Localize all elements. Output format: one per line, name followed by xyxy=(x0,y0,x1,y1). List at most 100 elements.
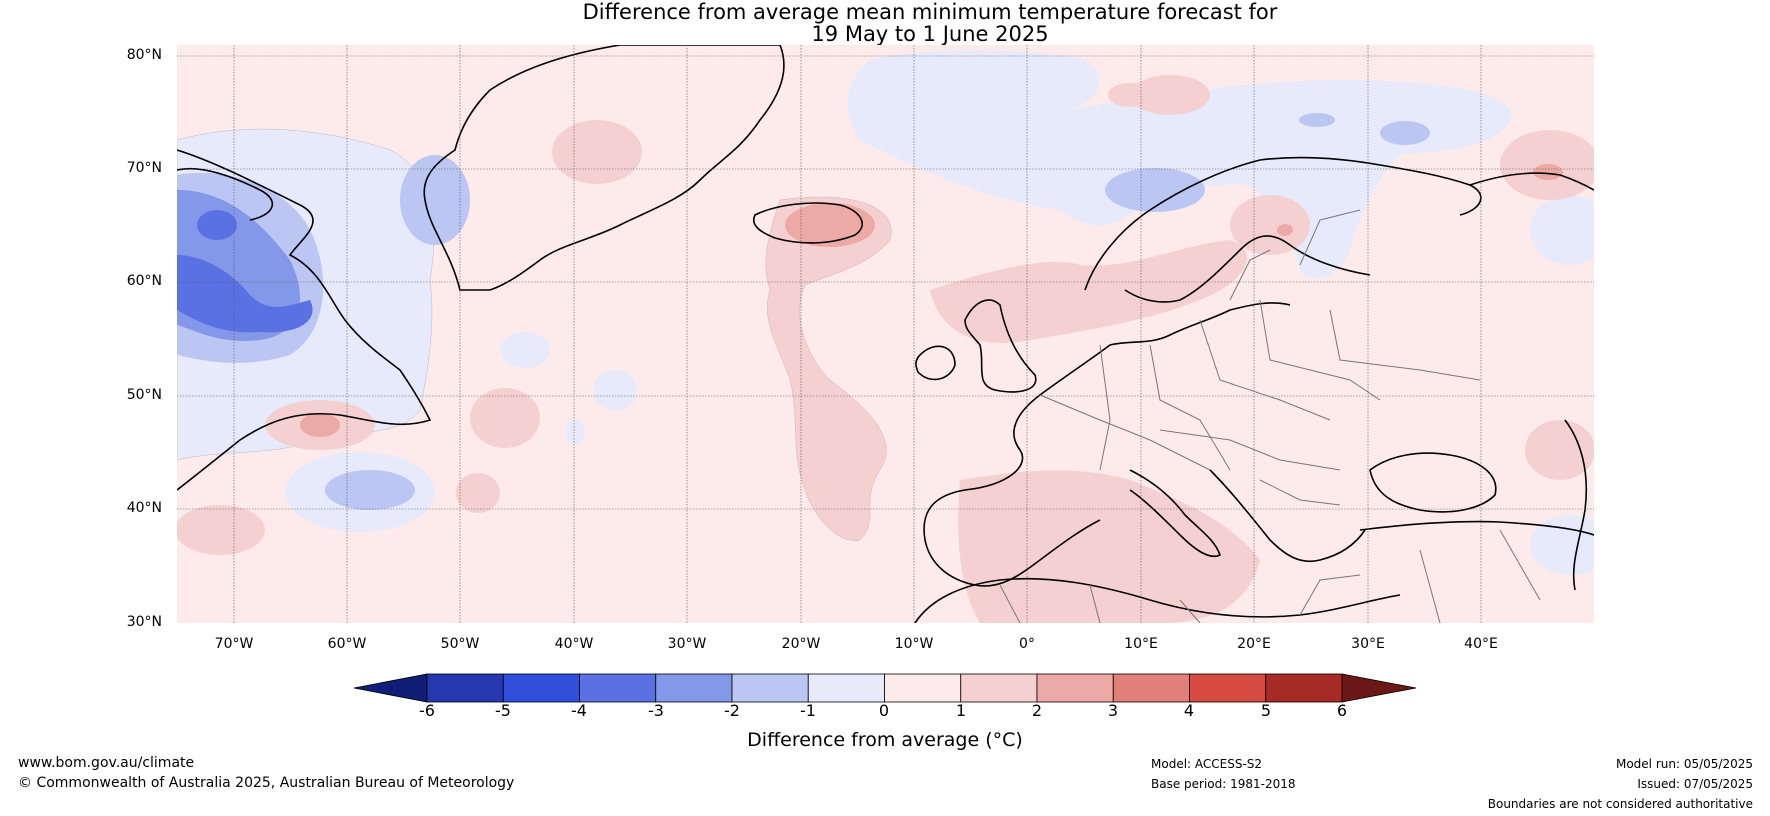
colorbar-tick-minus2: -2 xyxy=(724,701,740,720)
cool-anomaly-midatlantic-3 xyxy=(565,420,585,444)
warm-anomaly-north-atlantic xyxy=(552,120,642,184)
colorbar-tick-5: 5 xyxy=(1260,701,1272,720)
cool-anomaly-east xyxy=(1530,195,1594,265)
coastline-iceland xyxy=(753,202,863,244)
colorbar-tick-2: 2 xyxy=(1031,701,1043,720)
lon-label-10e: 10°E xyxy=(1124,636,1158,652)
colorbar-tick-6: 6 xyxy=(1336,701,1348,720)
colorbar-segment xyxy=(884,673,962,703)
colorbar-segment xyxy=(655,673,733,703)
coastline-black-sea xyxy=(1369,452,1497,513)
map-title-line-2: 19 May to 1 June 2025 xyxy=(811,22,1049,46)
cool-anomaly-baffin xyxy=(400,155,470,245)
coastline-britain xyxy=(964,299,1037,393)
cool-anomaly-barents-1 xyxy=(1380,121,1430,145)
warm-anomaly-newfoundland-core xyxy=(300,413,340,437)
map-plot-area xyxy=(177,45,1594,623)
coastline-italy xyxy=(1129,469,1221,557)
colorbar-segment xyxy=(426,673,504,703)
warm-anomaly-iceland-ridge xyxy=(765,196,892,541)
lat-label-40n: 40°N xyxy=(126,500,162,516)
coastline-balkans-greece xyxy=(1209,469,1366,562)
colorbar-extend-min xyxy=(353,673,428,703)
lat-label-80n: 80°N xyxy=(126,47,162,63)
lon-label-10w: 10°W xyxy=(894,636,934,652)
warm-anomaly-midatlantic-b xyxy=(456,473,500,513)
warm-anomaly-scandinavia xyxy=(1230,195,1310,255)
cool-anomaly-midatlantic-2 xyxy=(593,370,637,410)
colorbar-segment xyxy=(1036,673,1114,703)
lon-label-40w: 40°W xyxy=(554,636,594,652)
coastline-arctic-russia xyxy=(1469,172,1594,191)
colorbar-segment xyxy=(579,673,657,703)
warm-anomaly-europe-north xyxy=(930,240,1247,343)
colorbar-segment xyxy=(731,673,809,703)
lon-label-60w: 60°W xyxy=(327,636,367,652)
coastline-europe-west xyxy=(923,394,1101,587)
coastline-turkey xyxy=(1359,520,1594,536)
colorbar-segment xyxy=(960,673,1038,703)
warm-anomaly-black-sea xyxy=(1525,420,1594,480)
coastline-caspian xyxy=(1564,419,1588,591)
warm-anomaly-ural-core xyxy=(1533,164,1563,180)
cool-anomaly-caspian xyxy=(1530,515,1594,575)
gridlines xyxy=(177,45,1594,623)
coastline-norway xyxy=(1084,156,1482,291)
colorbar-tick-minus3: -3 xyxy=(648,701,664,720)
lon-label-40e: 40°E xyxy=(1464,636,1498,652)
warm-anomaly-mediterranean xyxy=(958,470,1260,623)
cool-anomaly-labrador-3 xyxy=(177,255,313,333)
footer-disclaimer: Boundaries are not considered authoritat… xyxy=(1487,797,1753,811)
coastline-europe-north xyxy=(1039,302,1291,396)
colorbar xyxy=(353,673,1417,703)
coastline-labrador xyxy=(177,149,432,491)
colorbar-segment xyxy=(1265,673,1343,703)
colorbar-tick-4: 4 xyxy=(1183,701,1195,720)
lon-label-20w: 20°W xyxy=(781,636,821,652)
footer-base-period: Base period: 1981-2018 xyxy=(1151,777,1296,791)
colorbar-tick-minus5: -5 xyxy=(495,701,511,720)
colorbar-tick-minus6: -6 xyxy=(419,701,435,720)
map-title-line-1: Difference from average mean minimum tem… xyxy=(582,0,1278,24)
colorbar-tick-minus4: -4 xyxy=(571,701,587,720)
colorbar-tick-minus1: -1 xyxy=(800,701,816,720)
coastline-greenland xyxy=(423,45,785,291)
lat-label-70n: 70°N xyxy=(126,160,162,176)
cool-anomaly-norway xyxy=(1105,168,1205,212)
footer-url: www.bom.gov.au/climate xyxy=(18,755,195,771)
cool-anomaly-atlantic-south-2 xyxy=(325,470,415,510)
colorbar-tick-1: 1 xyxy=(955,701,967,720)
lon-label-50w: 50°W xyxy=(440,636,480,652)
cool-anomaly-norwegian-sea xyxy=(847,50,1512,279)
colorbar-segment xyxy=(807,673,885,703)
lon-label-0: 0° xyxy=(1019,636,1035,652)
footer-model: Model: ACCESS-S2 xyxy=(1151,757,1263,771)
colorbar-segment xyxy=(502,673,580,703)
coastline-ireland xyxy=(915,345,956,381)
cool-anomaly-midatlantic-1 xyxy=(500,332,550,368)
lat-label-50n: 50°N xyxy=(126,387,162,403)
coastlines xyxy=(177,45,1594,623)
colorbar-title: Difference from average (°C) xyxy=(747,729,1023,751)
coastline-sweden-baltic xyxy=(1124,235,1371,303)
colorbar-tick-0: 0 xyxy=(878,701,890,720)
lat-label-30n: 30°N xyxy=(126,614,162,630)
lon-label-30w: 30°W xyxy=(667,636,707,652)
warm-anomaly-finland xyxy=(1277,224,1293,236)
coastline-baffin xyxy=(177,167,274,221)
coastline-north-africa xyxy=(914,577,1401,623)
lat-label-60n: 60°N xyxy=(126,273,162,289)
footer-issued: Issued: 07/05/2025 xyxy=(1637,777,1753,791)
colorbar-extend-max xyxy=(1341,673,1417,703)
lon-label-70w: 70°W xyxy=(214,636,254,652)
cool-anomaly-labrador-4 xyxy=(197,210,237,240)
lon-label-20e: 20°E xyxy=(1237,636,1271,652)
warm-anomaly-midatlantic-a xyxy=(470,388,540,448)
footer-copyright: © Commonwealth of Australia 2025, Austra… xyxy=(18,775,515,791)
warm-anomaly-west-atlantic xyxy=(177,505,265,555)
country-borders xyxy=(999,209,1541,623)
warm-anomaly-svalbard-2 xyxy=(1108,83,1152,107)
colorbar-segment xyxy=(1189,673,1267,703)
warm-anomaly-svalbard xyxy=(1130,75,1210,115)
